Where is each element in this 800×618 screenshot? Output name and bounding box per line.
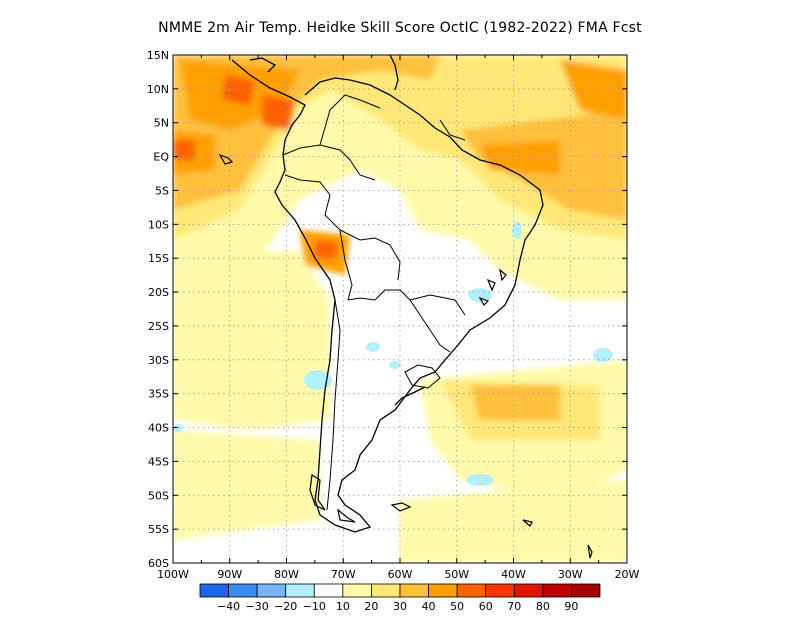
lon-label: 90W	[217, 568, 242, 581]
lon-label: 40W	[501, 568, 526, 581]
lat-label: 55S	[148, 523, 169, 536]
lon-label: 60W	[388, 568, 413, 581]
lon-label: 20W	[615, 568, 640, 581]
graticule	[173, 55, 627, 563]
map-title: NMME 2m Air Temp. Heidke Skill Score Oct…	[158, 20, 642, 36]
colorbar-label: −40	[217, 600, 240, 613]
colorbar-swatch	[399, 583, 429, 598]
lat-label: 5N	[154, 117, 169, 130]
lat-label: 20S	[148, 286, 169, 299]
colorbar-label: 80	[536, 600, 550, 613]
lat-label: 25S	[148, 320, 169, 333]
colorbar-swatch	[371, 583, 401, 598]
colorbar-label: 90	[564, 600, 578, 613]
lon-label: 80W	[274, 568, 299, 581]
country-borders	[282, 94, 466, 511]
colorbar-label: 10	[336, 600, 350, 613]
lat-label: 30S	[148, 354, 169, 367]
colorbar-swatch	[542, 583, 572, 598]
colorbar-label: 40	[422, 600, 436, 613]
lat-label: 10N	[147, 83, 169, 96]
colorbar-swatch	[256, 583, 287, 598]
lat-label: 40S	[148, 422, 169, 435]
colorbar	[199, 583, 601, 598]
lat-label: EQ	[153, 151, 169, 164]
islands	[218, 153, 593, 559]
coastlines	[231, 55, 544, 533]
lat-label: 5S	[155, 184, 169, 197]
lat-label: 15N	[147, 49, 169, 62]
lat-label: 45S	[148, 455, 169, 468]
colorbar-labels: −40 −30 −20 −10 10 20 30 40 50 60 70 80 90	[217, 600, 578, 613]
latitude-labels: 15N 10N 5N EQ 5S 10S 15S 20S 25S 30S 35S 40S 45S 50S 5…	[147, 49, 170, 570]
axis-ticks	[172, 54, 628, 564]
colorbar-swatch	[428, 583, 458, 598]
colorbar-label: 20	[364, 600, 378, 613]
colorbar-label: 70	[507, 600, 521, 613]
colorbar-swatch	[485, 583, 515, 598]
longitude-labels: 100W 90W 80W 70W 60W 50W 40W 30W 20W	[157, 568, 639, 581]
colorbar-label: 30	[393, 600, 407, 613]
colorbar-swatch	[571, 583, 601, 598]
colorbar-swatch	[513, 583, 544, 598]
colorbar-label: 60	[479, 600, 493, 613]
colorbar-swatch	[313, 583, 344, 598]
colorbar-swatch	[342, 583, 372, 598]
colorbar-label: −20	[274, 600, 297, 613]
lon-label: 100W	[157, 568, 189, 581]
colorbar-swatch	[456, 583, 487, 598]
lat-label: 50S	[148, 489, 169, 502]
colorbar-label: −30	[246, 600, 269, 613]
lat-label: 35S	[148, 388, 169, 401]
lat-label: 60S	[148, 557, 169, 570]
colorbar-swatch	[285, 583, 315, 598]
lat-label: 10S	[148, 218, 169, 231]
colorbar-label: −10	[303, 600, 326, 613]
colorbar-label: 50	[450, 600, 464, 613]
lon-label: 70W	[331, 568, 356, 581]
colorbar-swatch	[228, 583, 258, 598]
lon-label: 30W	[558, 568, 583, 581]
lon-label: 50W	[444, 568, 469, 581]
lat-label: 15S	[148, 252, 169, 265]
colorbar-swatch	[199, 583, 229, 598]
